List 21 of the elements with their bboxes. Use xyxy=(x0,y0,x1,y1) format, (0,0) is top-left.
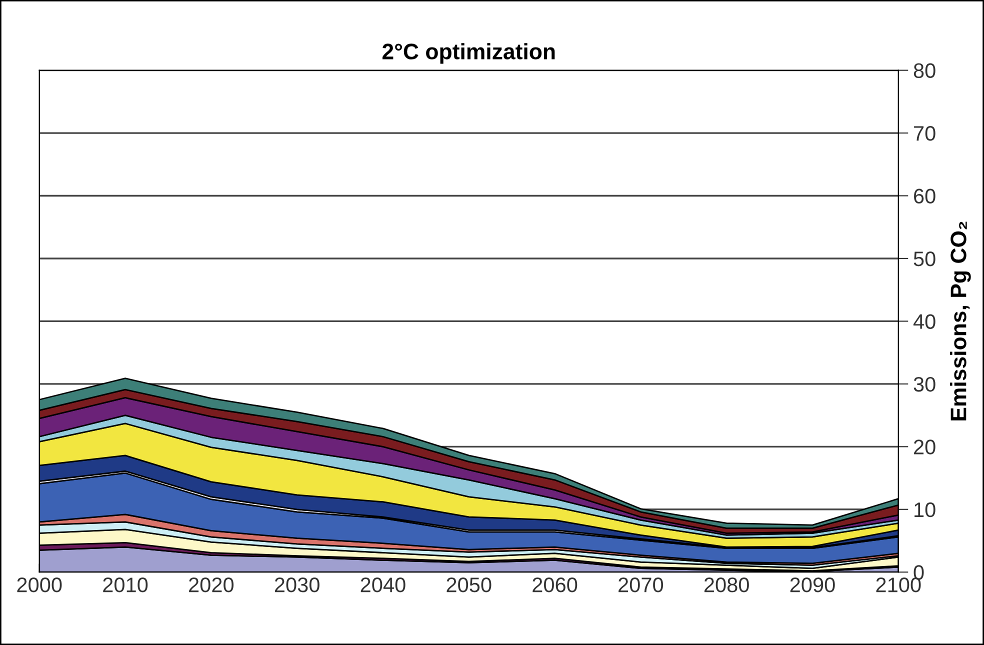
x-tick-label: 2090 xyxy=(790,578,835,592)
x-tick-label: 2070 xyxy=(618,578,664,592)
x-tick-label: 2040 xyxy=(360,578,406,592)
y-axis-title: Emissions, Pg CO₂ xyxy=(950,222,971,420)
x-tick-label: 2060 xyxy=(532,578,578,592)
chart-title: 2°C optimization xyxy=(382,43,555,64)
y-tick-label: 60 xyxy=(914,188,936,204)
y-tick-label: 50 xyxy=(914,251,936,266)
x-tick-label: 2100 xyxy=(876,578,921,592)
x-tick-label: 2020 xyxy=(189,578,234,592)
y-tick-label: 30 xyxy=(914,376,936,392)
x-tick-label: 2080 xyxy=(704,578,749,592)
x-tick-label: 2000 xyxy=(17,578,62,592)
y-tick-label: 80 xyxy=(914,63,936,78)
y-tick-label: 10 xyxy=(914,502,936,518)
y-tick-label: 20 xyxy=(914,440,936,454)
y-tick-label: 40 xyxy=(913,314,936,329)
x-tick-label: 2030 xyxy=(274,578,320,592)
y-tick-label: 70 xyxy=(914,126,936,141)
x-tick-label: 2050 xyxy=(446,578,492,592)
x-tick-label: 2010 xyxy=(103,578,148,592)
